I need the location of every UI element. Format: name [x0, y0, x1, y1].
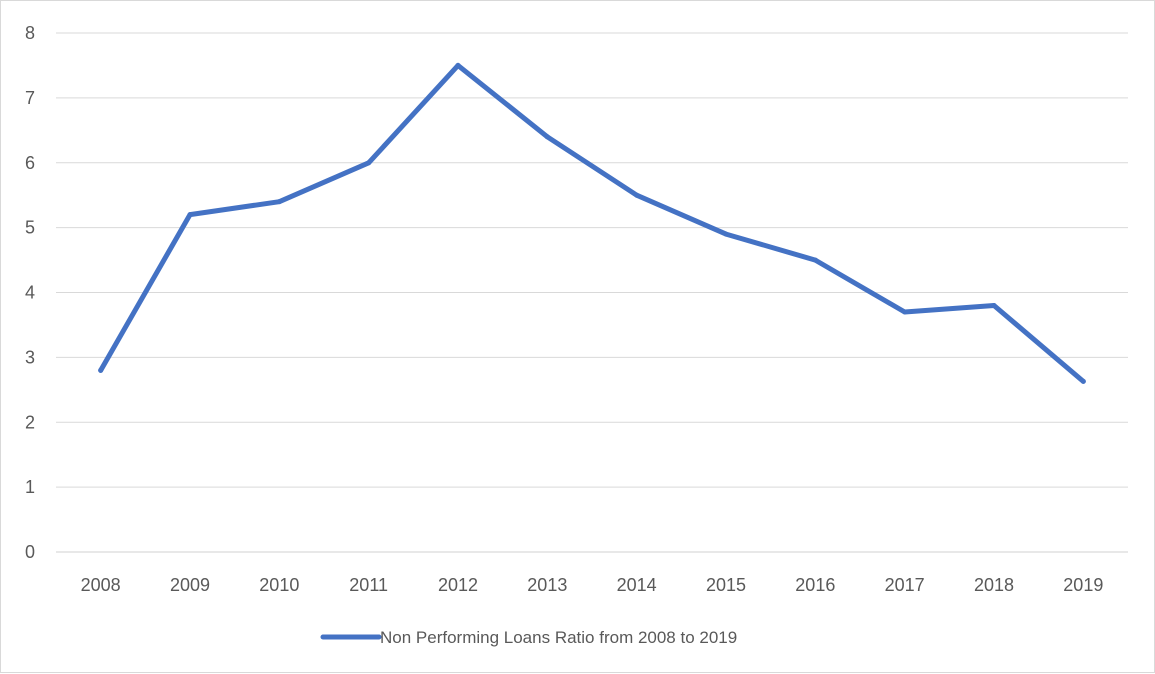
series-layer: [98, 62, 1086, 384]
x-tick-label: 2016: [795, 575, 835, 595]
x-tick-label: 2018: [974, 575, 1014, 595]
data-point: [187, 212, 193, 218]
series-line: [98, 62, 1086, 384]
data-point: [366, 160, 372, 166]
gridlines: [56, 32, 1128, 553]
data-point: [98, 367, 104, 373]
y-tick-label: 4: [25, 283, 35, 303]
x-tick-label: 2019: [1063, 575, 1103, 595]
legend: Non Performing Loans Ratio from 2008 to …: [320, 628, 737, 647]
y-tick-label: 8: [25, 23, 35, 43]
legend-label: Non Performing Loans Ratio from 2008 to …: [380, 628, 737, 647]
data-point: [1080, 378, 1086, 384]
x-tick-label: 2008: [81, 575, 121, 595]
x-tick-label: 2015: [706, 575, 746, 595]
x-tick-label: 2013: [527, 575, 567, 595]
data-point: [455, 62, 461, 68]
y-tick-label: 1: [25, 477, 35, 497]
y-tick-label: 0: [25, 542, 35, 562]
data-point: [723, 231, 729, 237]
data-point: [902, 309, 908, 315]
data-point: [634, 192, 640, 198]
x-tick-label: 2011: [349, 575, 388, 595]
x-tick-label: 2012: [438, 575, 478, 595]
x-tick-label: 2010: [259, 575, 299, 595]
x-tick-label: 2017: [885, 575, 925, 595]
data-point: [544, 134, 550, 140]
x-axis-tick-labels: 2008 2009 2010 2011 2012 2013 2014 2015 2016 2017…: [81, 575, 1104, 595]
y-tick-label: 3: [25, 347, 35, 367]
y-tick-label: 2: [25, 412, 35, 432]
y-tick-label: 5: [25, 218, 35, 238]
data-point: [991, 302, 997, 308]
data-point: [276, 199, 282, 205]
y-tick-label: 7: [25, 88, 35, 108]
y-tick-label: 6: [25, 153, 35, 173]
x-tick-label: 2009: [170, 575, 210, 595]
data-point: [812, 257, 818, 263]
x-tick-label: 2014: [617, 575, 657, 595]
y-axis-tick-labels: 0 1 2 3 4 5 6 7 8: [25, 23, 35, 562]
